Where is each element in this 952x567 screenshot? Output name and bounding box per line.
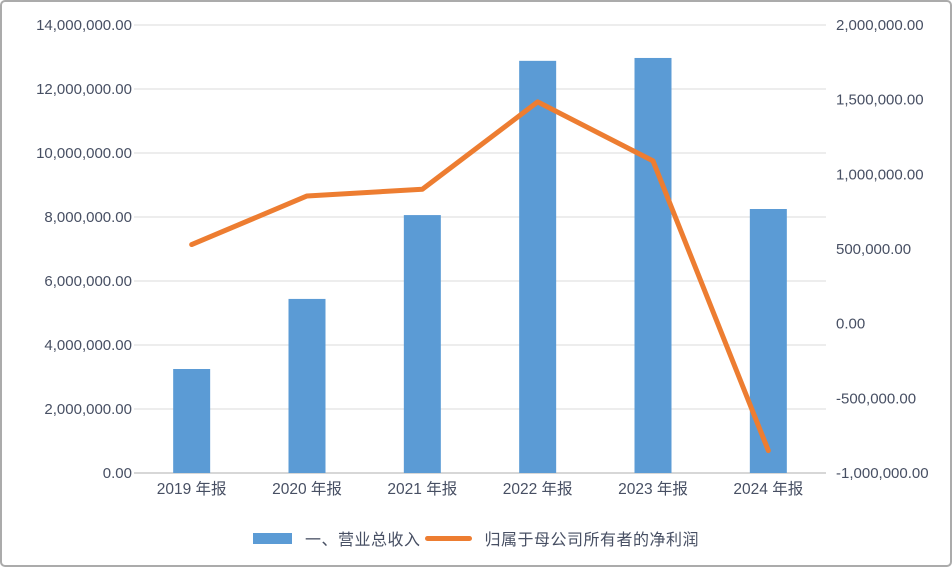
left-axis-tick-label: 8,000,000.00 bbox=[44, 209, 132, 226]
right-axis-tick-label: 500,000.00 bbox=[836, 241, 911, 258]
left-axis-tick-label: 6,000,000.00 bbox=[44, 273, 132, 290]
net-profit-line bbox=[189, 99, 771, 454]
left-axis-tick-label: 4,000,000.00 bbox=[44, 337, 132, 354]
right-axis-tick-label: 0.00 bbox=[836, 316, 865, 333]
right-axis-tick-label: -1,000,000.00 bbox=[836, 465, 929, 482]
legend-label-revenue: 一、营业总收入 bbox=[304, 532, 421, 549]
bar-2022年报 bbox=[519, 60, 557, 474]
bar-2021年报 bbox=[403, 215, 441, 473]
left-axis-tick-label: 12,000,000.00 bbox=[36, 81, 132, 98]
right-axis-tick-label: 1,000,000.00 bbox=[836, 166, 924, 183]
x-axis-category-label: 2019 年报 bbox=[157, 480, 227, 498]
bar-2020年报 bbox=[288, 298, 326, 473]
bar-2023年报 bbox=[634, 57, 672, 474]
right-axis-tick-label: -500,000.00 bbox=[836, 390, 916, 407]
legend-item-revenue: 一、营业总收入 bbox=[252, 526, 421, 550]
x-axis-category-label: 2023 年报 bbox=[618, 480, 688, 498]
left-axis-tick-label: 14,000,000.00 bbox=[36, 17, 132, 34]
left-axis-tick-label: 2,000,000.00 bbox=[44, 401, 132, 418]
legend-line-swatch-icon bbox=[424, 535, 472, 541]
bar-2019年报 bbox=[173, 369, 211, 473]
x-axis-category-label: 2022 年报 bbox=[503, 480, 573, 498]
left-axis-tick-label: 0.00 bbox=[103, 465, 132, 482]
left-axis-tick-label: 10,000,000.00 bbox=[36, 145, 132, 162]
right-axis-tick-label: 2,000,000.00 bbox=[836, 17, 924, 34]
legend-bar-swatch-icon bbox=[252, 532, 292, 544]
x-axis-category-label: 2021 年报 bbox=[387, 480, 457, 498]
bar-2024年报 bbox=[749, 209, 787, 473]
chart-legend: 一、营业总收入 归属于母公司所有者的净利润 bbox=[2, 526, 950, 550]
x-axis-category-label: 2024 年报 bbox=[733, 480, 803, 498]
legend-label-net-profit: 归属于母公司所有者的净利润 bbox=[484, 532, 700, 549]
legend-item-net-profit: 归属于母公司所有者的净利润 bbox=[424, 526, 700, 550]
x-axis-category-label: 2020 年报 bbox=[272, 480, 342, 498]
right-axis-tick-label: 1,500,000.00 bbox=[836, 92, 924, 109]
